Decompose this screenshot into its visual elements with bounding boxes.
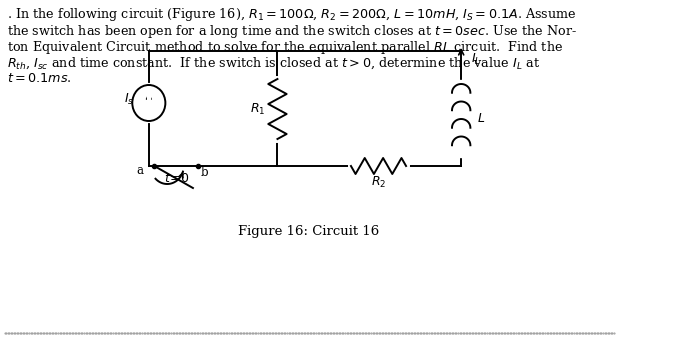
Text: ton Equivalent Circuit method to solve for the equivalent parallel $RL$ circuit.: ton Equivalent Circuit method to solve f… [7,39,563,56]
Text: $t = 0.1ms$.: $t = 0.1ms$. [7,72,72,85]
Text: a: a [136,164,143,178]
Text: $R_2$: $R_2$ [371,175,386,190]
Text: the switch has been open for a long time and the switch closes at $t = 0sec$. Us: the switch has been open for a long time… [7,23,577,40]
Text: $I_s$: $I_s$ [124,91,134,106]
Text: b: b [200,165,208,178]
Text: $L$: $L$ [477,113,485,125]
Text: Figure 16: Circuit 16: Figure 16: Circuit 16 [238,224,380,237]
Text: $I_L$: $I_L$ [471,51,481,66]
Text: . In the following circuit (Figure 16), $R_1 = 100\Omega$, $R_2 = 200\Omega$, $L: . In the following circuit (Figure 16), … [7,6,577,23]
Text: $R_1$: $R_1$ [250,102,265,117]
Text: $R_{th}$, $I_{sc}$ and time constant.  If the switch is closed at $t > 0$, deter: $R_{th}$, $I_{sc}$ and time constant. If… [7,56,540,71]
Text: $t\!=\!0$: $t\!=\!0$ [164,172,189,184]
